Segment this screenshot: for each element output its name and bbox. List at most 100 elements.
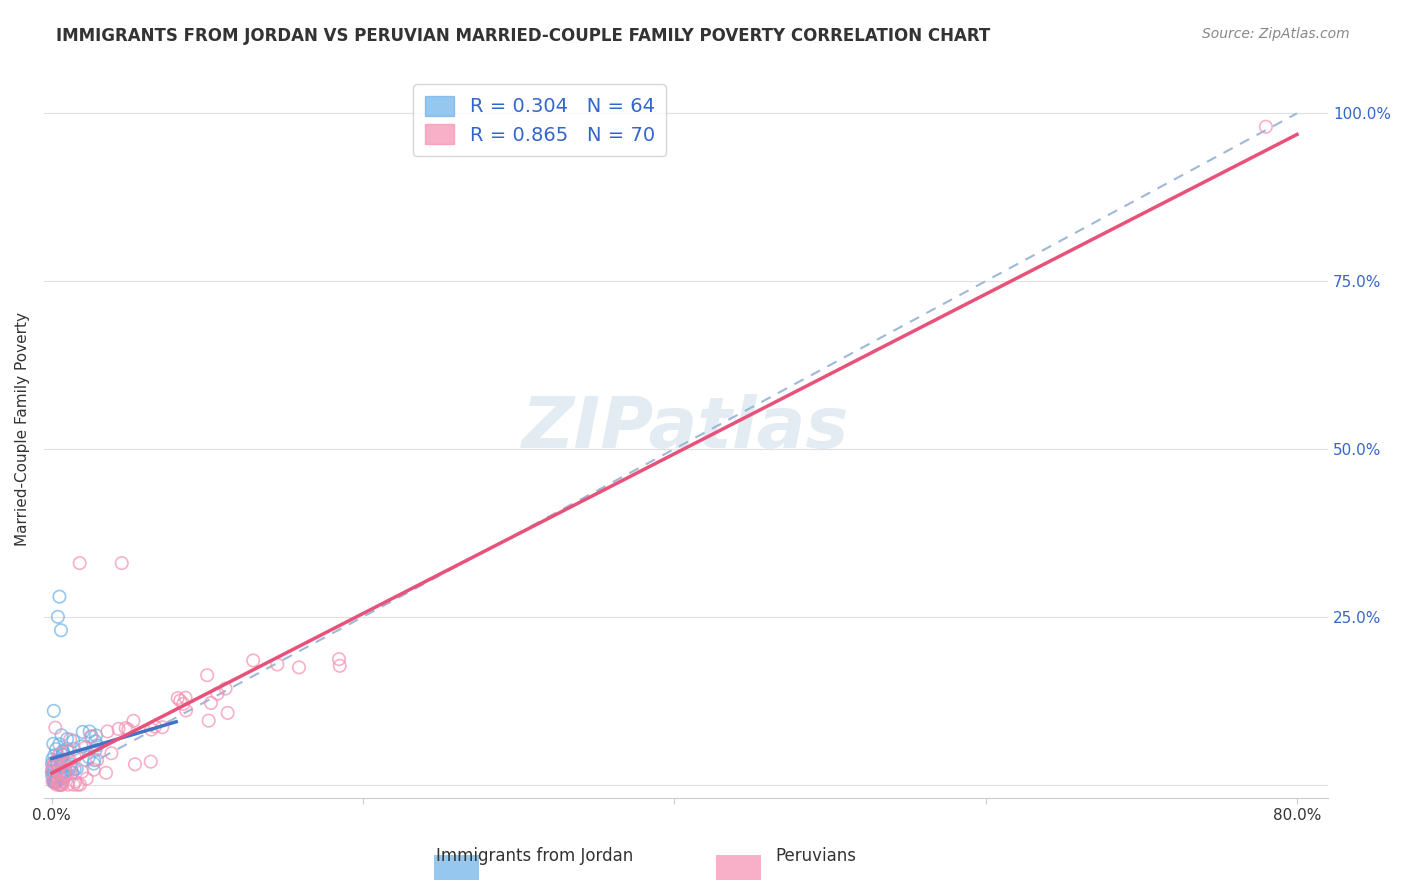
Point — [56, 778, 79, 792]
Point — [139, 755, 162, 769]
Text: ZIPatlas: ZIPatlas — [522, 394, 849, 463]
Point — [56, 767, 79, 781]
Point — [42, 756, 65, 770]
Point — [52, 772, 75, 786]
Text: IMMIGRANTS FROM JORDAN VS PERUVIAN MARRIED-COUPLE FAMILY POVERTY CORRELATION CHA: IMMIGRANTS FROM JORDAN VS PERUVIAN MARRI… — [56, 27, 990, 45]
Point — [49, 770, 72, 784]
Point — [49, 752, 72, 766]
Point — [52, 747, 75, 761]
Point — [44, 748, 66, 763]
Point — [41, 765, 63, 780]
Point — [45, 742, 67, 756]
Point — [122, 714, 145, 728]
Point — [94, 765, 117, 780]
Point — [83, 756, 105, 771]
Point — [45, 770, 67, 784]
Point — [49, 778, 72, 792]
Point — [45, 774, 67, 789]
Point — [44, 772, 66, 786]
Point — [53, 770, 76, 784]
Point — [76, 772, 98, 786]
Point — [56, 761, 79, 775]
Point — [166, 691, 188, 706]
Point — [41, 764, 63, 779]
Point — [46, 609, 69, 624]
Point — [52, 748, 75, 763]
Point — [44, 774, 66, 789]
Legend: R = 0.304   N = 64, R = 0.865   N = 70: R = 0.304 N = 64, R = 0.865 N = 70 — [413, 84, 666, 156]
Point — [52, 745, 75, 759]
Point — [214, 681, 236, 696]
Point — [41, 756, 63, 771]
Point — [42, 775, 65, 789]
Point — [49, 755, 72, 769]
Point — [200, 696, 222, 710]
Point — [51, 766, 73, 780]
Point — [62, 778, 84, 792]
Point — [266, 657, 288, 672]
Point — [44, 721, 66, 735]
Point — [48, 778, 70, 792]
Point — [41, 768, 63, 782]
Point — [49, 624, 72, 638]
Point — [44, 775, 66, 789]
Point — [41, 764, 63, 778]
Point — [52, 765, 75, 780]
Point — [80, 730, 103, 744]
Point — [48, 762, 70, 776]
Point — [69, 778, 91, 792]
Point — [42, 760, 65, 774]
Point — [60, 765, 83, 780]
Point — [60, 765, 83, 780]
Point — [48, 590, 70, 604]
Point — [49, 746, 72, 760]
Point — [42, 770, 65, 784]
Point — [207, 687, 229, 701]
Point — [328, 652, 350, 666]
Point — [52, 744, 75, 758]
Point — [48, 767, 70, 781]
Point — [174, 690, 197, 705]
Point — [56, 732, 79, 747]
Y-axis label: Married-Couple Family Poverty: Married-Couple Family Poverty — [15, 312, 30, 546]
Point — [172, 697, 194, 711]
Point — [195, 668, 218, 682]
Point — [217, 706, 239, 720]
Point — [46, 764, 69, 778]
Point — [114, 721, 136, 735]
Point — [124, 757, 146, 772]
Point — [51, 774, 73, 789]
Point — [141, 723, 163, 737]
Point — [86, 753, 108, 767]
Point — [46, 773, 69, 788]
Point — [80, 730, 103, 744]
Point — [44, 774, 66, 789]
Point — [70, 739, 93, 754]
Point — [58, 744, 80, 758]
Point — [150, 720, 173, 734]
Point — [41, 774, 63, 789]
FancyBboxPatch shape — [434, 855, 479, 880]
Point — [63, 762, 86, 776]
Point — [42, 704, 65, 718]
Point — [55, 764, 77, 779]
Point — [84, 729, 107, 743]
Point — [288, 660, 311, 674]
Text: Peruvians: Peruvians — [775, 847, 856, 865]
Point — [63, 750, 86, 764]
Point — [70, 764, 93, 779]
Point — [48, 778, 70, 792]
Point — [63, 742, 86, 756]
Point — [111, 556, 134, 570]
Point — [62, 734, 84, 748]
Text: Source: ZipAtlas.com: Source: ZipAtlas.com — [1202, 27, 1350, 41]
Point — [56, 741, 79, 756]
Point — [169, 693, 191, 707]
Point — [117, 723, 139, 737]
Point — [77, 750, 100, 764]
Point — [84, 743, 107, 757]
Point — [66, 778, 89, 792]
Point — [329, 658, 352, 673]
Point — [242, 653, 264, 667]
Point — [45, 754, 67, 768]
